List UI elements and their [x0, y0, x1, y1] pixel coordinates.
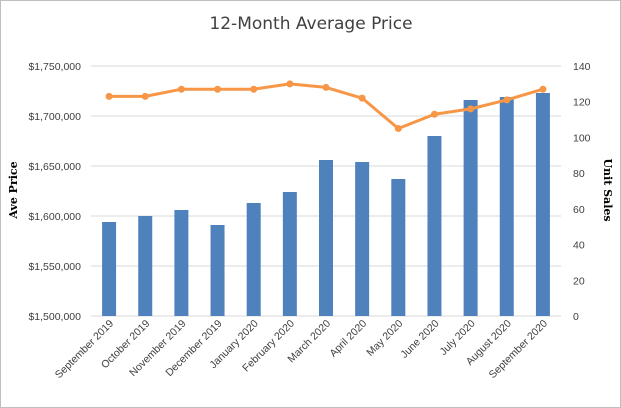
left-tick-label: $1,700,000: [28, 111, 81, 123]
right-tick-label: 140: [573, 61, 591, 73]
category-tick-label: April 2020: [327, 318, 369, 360]
chart-title: 12-Month Average Price: [209, 14, 412, 34]
right-tick-label: 60: [573, 204, 585, 216]
left-tick-label: $1,550,000: [28, 261, 81, 273]
right-axis-label: Unit Sales: [601, 158, 614, 221]
right-tick-label: 40: [573, 240, 585, 252]
unit-sales-point: [141, 92, 149, 100]
right-tick-label: 20: [573, 275, 585, 287]
unit-sales-point: [322, 83, 330, 91]
price-bar: [210, 225, 225, 316]
left-tick-label: $1,500,000: [28, 311, 81, 323]
price-bar: [427, 136, 442, 316]
price-bar: [246, 203, 261, 316]
unit-sales-point: [539, 85, 547, 93]
unit-sales-point: [105, 92, 113, 100]
right-tick-label: 0: [573, 311, 579, 323]
right-axis-ticks: 0 20 40 60 80 100 120 140: [573, 61, 591, 323]
left-tick-label: $1,650,000: [28, 161, 81, 173]
left-axis-label: Ave Price: [7, 161, 20, 219]
unit-sales-point: [214, 85, 222, 93]
unit-sales-line: [105, 80, 547, 132]
price-bar: [499, 97, 514, 316]
price-bar: [174, 210, 189, 316]
price-bar: [319, 160, 333, 316]
right-tick-label: 100: [573, 132, 591, 144]
price-bar: [391, 179, 406, 316]
price-bars: [102, 93, 550, 316]
right-tick-label: 80: [573, 168, 585, 180]
right-tick-label: 120: [573, 97, 591, 109]
unit-sales-point: [467, 105, 475, 113]
price-bar: [463, 100, 478, 316]
unit-sales-point: [177, 85, 185, 93]
left-tick-label: $1,600,000: [28, 211, 81, 223]
price-bar: [138, 216, 153, 316]
unit-sales-point: [250, 85, 258, 93]
price-bar: [355, 162, 370, 316]
unit-sales-point: [503, 96, 511, 104]
price-bar: [282, 192, 297, 316]
category-tick-label: June 2020: [398, 318, 441, 361]
unit-sales-point: [394, 125, 402, 132]
price-bar: [535, 93, 550, 316]
price-bar: [102, 222, 117, 316]
unit-sales-point: [286, 80, 294, 88]
gridlines: [91, 65, 561, 317]
left-axis-ticks: $1,500,000 $1,550,000 $1,600,000 $1,650,000…: [28, 61, 81, 323]
left-tick-label: $1,750,000: [28, 61, 81, 73]
unit-sales-point: [358, 94, 366, 102]
unit-sales-point: [430, 110, 438, 118]
